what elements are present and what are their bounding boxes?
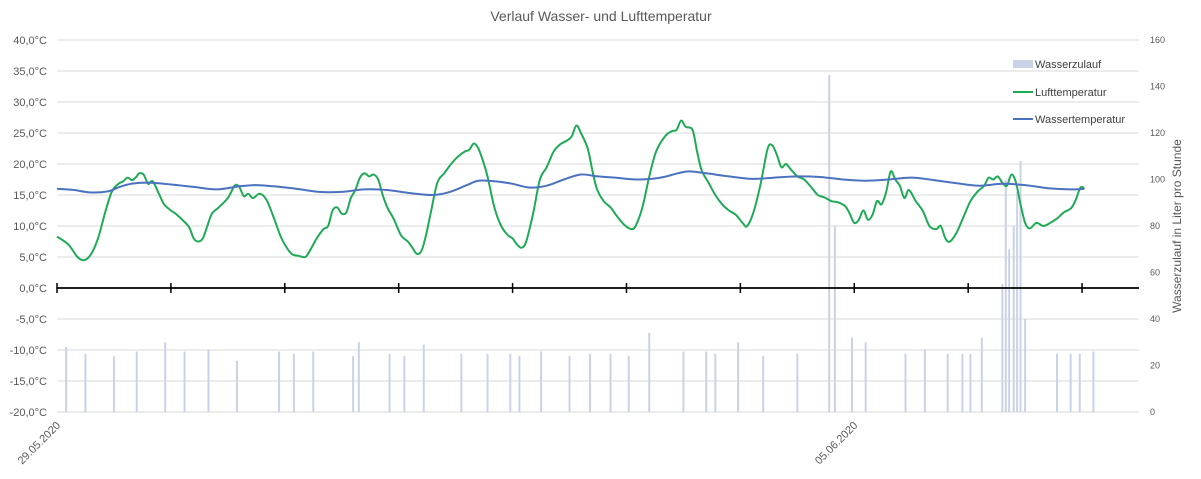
y-tick-label: -5,0°C [16,314,47,326]
bar-wasserzulauf [509,353,512,412]
bar-wasserzulauf [904,353,907,412]
y-tick-label: -10,0°C [10,345,47,357]
y-tick-label: 25,0°C [13,128,47,140]
y2-tick-label: 100 [1150,175,1165,185]
chart-title: Verlauf Wasser- und Lufttemperatur [490,8,712,24]
bar-wasserzulauf [486,353,489,412]
bar-wasserzulauf [135,351,138,412]
y-tick-label: 30,0°C [13,97,47,109]
bar-wasserzulauf [946,353,949,412]
bar-wasserzulauf [352,356,355,412]
bar-wasserzulauf [705,351,708,412]
y2-tick-label: 60 [1150,268,1160,278]
legend-label: Wassertemperatur [1035,114,1125,126]
y2-tick-label: 80 [1150,221,1160,231]
bar-wasserzulauf [84,353,87,412]
y-tick-label: 15,0°C [13,190,47,202]
bar-wasserzulauf [65,346,68,412]
bar-wasserzulauf [1001,284,1004,412]
bar-wasserzulauf [828,74,831,412]
y2-tick-label: 40 [1150,314,1160,324]
bar-wasserzulauf [112,356,115,412]
legend-swatch-wasserzulauf [1013,60,1033,68]
bar-wasserzulauf [850,337,853,412]
x-date-label: 29.05.2020 [16,420,63,467]
bar-wasserzulauf [568,356,571,412]
bar-wasserzulauf [460,353,463,412]
x-date-label: 05.06.2020 [813,420,860,467]
legend: Wasserzulauf Lufttemperatur Wassertemperat… [1013,59,1125,126]
y2-axis-label: Wasserzulauf in Liter pro Stunde [1170,139,1184,313]
bar-wasserzulauf [422,344,425,412]
bar-wasserzulauf [1016,191,1019,412]
bar-wasserzulauf [312,351,315,412]
y-tick-label: -15,0°C [10,376,47,388]
bar-wasserzulauf [833,226,836,412]
bar-wasserzulauf [961,353,964,412]
bar-wasserzulauf [278,351,281,412]
bar-wasserzulauf [648,332,651,412]
bar-wasserzulauf [388,353,391,412]
bar-wasserzulauf [518,356,521,412]
bar-wasserzulauf [164,342,167,412]
y-tick-label: 20,0°C [13,159,47,171]
bar-wasserzulauf [403,356,406,412]
y-tick-label: -20,0°C [10,407,47,419]
y2-tick-label: 160 [1150,35,1165,45]
legend-label: Lufttemperatur [1035,87,1107,99]
y2-tick-label: 140 [1150,82,1165,92]
bar-wasserzulauf [796,353,799,412]
bar-wasserzulauf [864,342,867,412]
bar-wasserzulauf [1092,351,1095,412]
series-line-wassertemperatur [56,170,1085,197]
y2-tick-label: 20 [1150,361,1160,371]
bar-wasserzulauf [737,342,740,412]
bar-wasserzulauf [540,351,543,412]
bar-wasserzulauf [980,337,983,412]
bar-wasserzulauf [357,342,360,412]
bar-wasserzulauf [1055,353,1058,412]
line-layer [56,119,1086,262]
bar-wasserzulauf [1069,353,1072,412]
bar-wasserzulauf [1008,249,1011,412]
bar-wasserzulauf [1078,353,1081,412]
y2-tick-label: 120 [1150,128,1165,138]
bar-wasserzulauf [589,353,592,412]
bar-wasserzulauf [183,351,186,412]
grid-layer [57,39,1139,413]
bar-wasserzulauf [1019,160,1022,412]
bar-wasserzulauf [1004,179,1007,412]
axis-layer: 40,0°C 35,0°C 30,0°C 25,0°C 20,0°C 15,0°C 10,0… [10,35,1165,467]
y-tick-label: 10,0°C [13,221,47,233]
y-tick-label: 5,0°C [19,252,47,264]
y-tick-label: 40,0°C [13,35,47,47]
bar-wasserzulauf [627,356,630,412]
bar-wasserzulauf [923,349,926,412]
bar-wasserzulauf [609,353,612,412]
bar-wasserzulauf [714,353,717,412]
legend-label: Wasserzulauf [1035,59,1102,71]
y2-tick-label: 0 [1150,407,1155,417]
bar-wasserzulauf [682,351,685,412]
bar-wasserzulauf [1012,226,1015,412]
y-tick-label: 0,0°C [19,283,47,295]
bar-wasserzulauf [292,353,295,412]
series-line-lufttemperatur [56,119,1086,262]
y-tick-label: 35,0°C [13,66,47,78]
bar-wasserzulauf [235,360,238,412]
bar-wasserzulauf [969,353,972,412]
bar-wasserzulauf [207,349,210,412]
bar-wasserzulauf [762,356,765,412]
bar-layer [65,74,1095,412]
bar-wasserzulauf [1024,319,1027,412]
